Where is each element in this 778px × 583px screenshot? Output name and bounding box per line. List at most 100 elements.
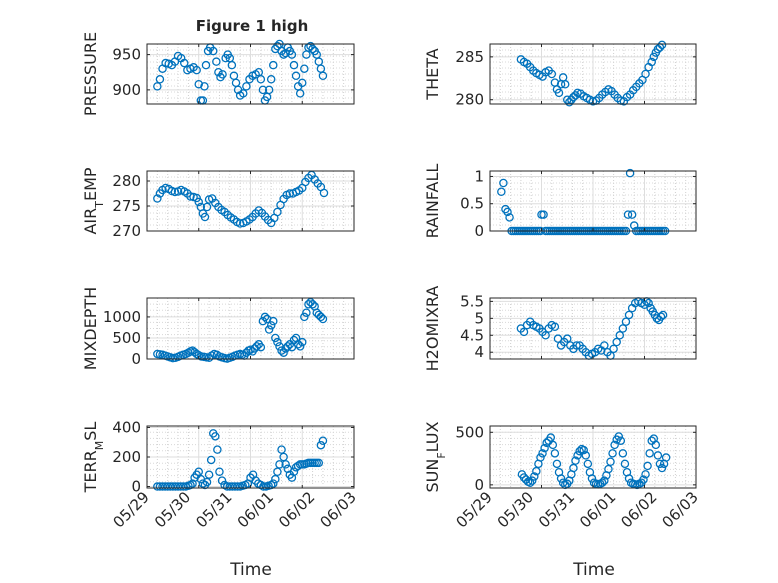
data-point	[285, 189, 295, 198]
data-point	[273, 41, 282, 51]
data-point	[541, 331, 550, 340]
data-point	[269, 479, 278, 488]
data-point	[314, 458, 324, 468]
data-point	[573, 451, 582, 460]
data-point	[587, 474, 597, 483]
data-point	[295, 89, 305, 98]
data-point	[273, 207, 282, 217]
data-point	[200, 212, 210, 222]
data-point	[623, 210, 633, 219]
data-point	[615, 331, 625, 340]
data-point	[256, 75, 266, 84]
data-point	[618, 449, 628, 458]
data-point	[289, 60, 299, 70]
data-point	[527, 476, 537, 485]
data-point	[625, 168, 635, 178]
data-point	[316, 440, 326, 450]
data-point	[211, 432, 220, 441]
data-point	[273, 467, 282, 477]
y-tick-label: 4.5	[460, 326, 484, 344]
y-tick-label: 4	[474, 343, 484, 361]
data-point	[300, 312, 309, 322]
data-point	[598, 478, 607, 487]
y-tick-label: 1	[474, 167, 484, 185]
subplot-1: 900 950 PRESSURE	[81, 32, 355, 116]
data-point	[658, 310, 668, 320]
data-point	[279, 50, 288, 59]
data-point	[283, 342, 293, 351]
data-point	[571, 91, 580, 100]
data-point	[612, 337, 621, 347]
data-point	[194, 197, 203, 207]
data-point	[532, 466, 541, 476]
data-point	[198, 479, 208, 488]
data-point	[239, 89, 248, 98]
data-point	[519, 327, 529, 337]
figure-title: Figure 1 high	[196, 17, 309, 35]
y-tick-label: 5.5	[460, 292, 484, 310]
data-point	[287, 50, 297, 59]
y-tick-label: 275	[112, 197, 141, 215]
data-point	[192, 193, 201, 203]
data-point	[556, 474, 566, 483]
y-tick-label: 0	[474, 222, 484, 240]
data-point	[206, 455, 216, 465]
y-axis-label: MIXDEPTH	[81, 287, 100, 370]
data-point	[293, 340, 303, 349]
y-tick-label: 950	[112, 46, 141, 64]
data-point	[606, 457, 615, 466]
data-point	[647, 57, 656, 67]
data-point	[550, 322, 560, 332]
data-point	[316, 312, 326, 322]
data-point	[184, 348, 193, 357]
data-point	[505, 213, 514, 222]
data-point	[289, 467, 299, 477]
data-point	[188, 479, 197, 488]
data-point	[538, 449, 547, 458]
data-point	[153, 82, 162, 91]
y-axis-label: AIRTEMP	[81, 167, 106, 234]
data-point	[579, 445, 588, 455]
data-point	[180, 58, 189, 68]
data-point	[552, 459, 562, 469]
y-tick-label: 900	[112, 81, 141, 99]
data-point	[641, 470, 650, 479]
data-point	[575, 446, 584, 456]
data-point	[548, 440, 558, 450]
data-point	[242, 82, 251, 91]
data-point	[644, 298, 653, 308]
data-point	[624, 310, 634, 320]
y-tick-label: 500	[455, 423, 484, 441]
data-point	[281, 48, 290, 58]
data-point	[259, 482, 268, 491]
data-point	[571, 456, 580, 465]
data-point	[318, 314, 328, 324]
data-point	[266, 480, 276, 490]
data-point	[271, 474, 280, 484]
data-point	[204, 470, 214, 479]
y-tick-label: 500	[112, 329, 141, 347]
data-point	[499, 178, 508, 188]
data-point	[629, 221, 639, 230]
data-point	[227, 60, 237, 70]
data-point	[297, 337, 307, 347]
data-point	[616, 436, 626, 445]
data-point	[200, 82, 209, 91]
y-axis-label: THETA	[423, 48, 442, 100]
data-point	[655, 459, 665, 469]
data-point	[583, 459, 593, 469]
data-point	[212, 57, 221, 66]
data-point	[246, 345, 255, 354]
y-tick-label: 400	[112, 418, 141, 436]
data-point	[525, 478, 535, 487]
data-point	[565, 98, 574, 107]
y-tick-label: 280	[455, 91, 484, 109]
data-point	[600, 341, 609, 350]
data-point	[497, 187, 506, 196]
data-point	[194, 467, 203, 477]
data-point	[318, 436, 328, 446]
data-point	[277, 445, 286, 454]
data-point	[554, 88, 564, 98]
data-point	[308, 300, 317, 309]
